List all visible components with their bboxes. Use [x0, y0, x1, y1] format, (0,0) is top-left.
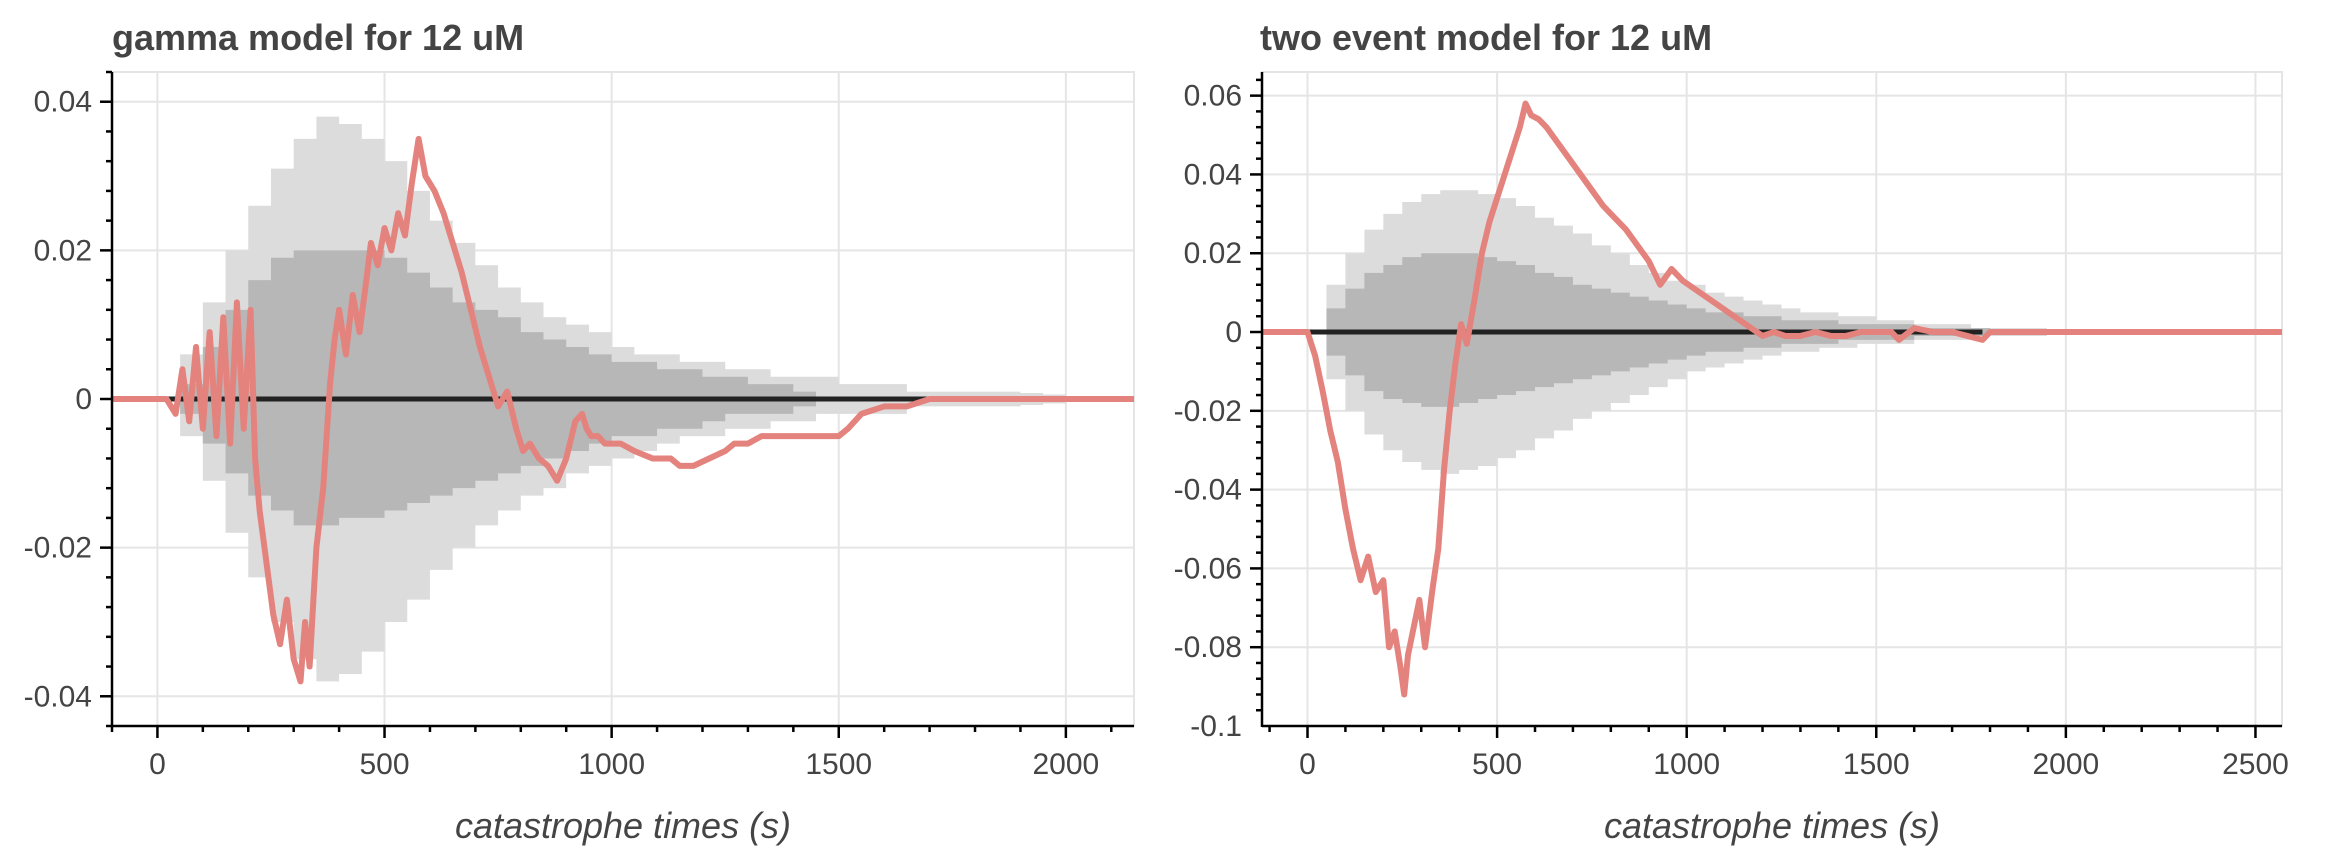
axes: 0 500 1000 1500 2000 2500 -0.1 -0.08 -0.06 -0.04 -…	[1174, 72, 2289, 781]
y-tick-label: 0	[75, 383, 92, 416]
x-tick-label: 1500	[1843, 748, 1910, 781]
x-tick-label: 0	[149, 748, 166, 781]
y-tick-label: -0.08	[1174, 631, 1242, 664]
gamma-model-panel: gamma model for 12 uM 0 500 1000 1500 2000 -0…	[24, 17, 1135, 846]
x-tick-label: 500	[360, 748, 410, 781]
axes: 0 500 1000 1500 2000 -0.04 -0.02 0 0.02 0.04	[24, 70, 1134, 781]
x-axis-label: catastrophe times (s)	[1604, 805, 1940, 846]
y-tick-label: 0.06	[1184, 80, 1242, 113]
y-tick-label: -0.02	[24, 532, 92, 565]
x-tick-label: 1500	[805, 748, 872, 781]
y-tick-label: -0.04	[1174, 474, 1242, 507]
x-tick-label: 2000	[1032, 748, 1099, 781]
y-tick-label: -0.1	[1190, 710, 1242, 743]
x-tick-label: 1000	[1653, 748, 1720, 781]
difference-series-line	[1262, 100, 2282, 698]
y-tick-label: -0.04	[24, 680, 92, 713]
y-tick-label: -0.06	[1174, 552, 1242, 585]
x-tick-label: 0	[1299, 748, 1316, 781]
y-tick-label: 0	[1225, 316, 1242, 349]
y-tick-label: 0.04	[1184, 158, 1242, 191]
series-layer	[1262, 100, 2282, 698]
y-tick-label: 0.02	[34, 234, 92, 267]
x-tick-label: 500	[1472, 748, 1522, 781]
series-layer	[112, 135, 1134, 685]
difference-series-line	[112, 135, 1134, 685]
y-tick-label: 0.02	[1184, 237, 1242, 270]
y-tick-label: -0.02	[1174, 395, 1242, 428]
chart-title: gamma model for 12 uM	[112, 17, 524, 58]
x-tick-label: 2500	[2222, 748, 2289, 781]
x-tick-label: 2000	[2032, 748, 2099, 781]
two-event-model-panel: two event model for 12 uM 0 500 1000 1500 20…	[1174, 17, 2289, 846]
x-tick-label: 1000	[578, 748, 645, 781]
chart-title: two event model for 12 uM	[1260, 17, 1712, 58]
y-tick-label: 0.04	[34, 86, 92, 119]
x-axis-label: catastrophe times (s)	[455, 805, 791, 846]
